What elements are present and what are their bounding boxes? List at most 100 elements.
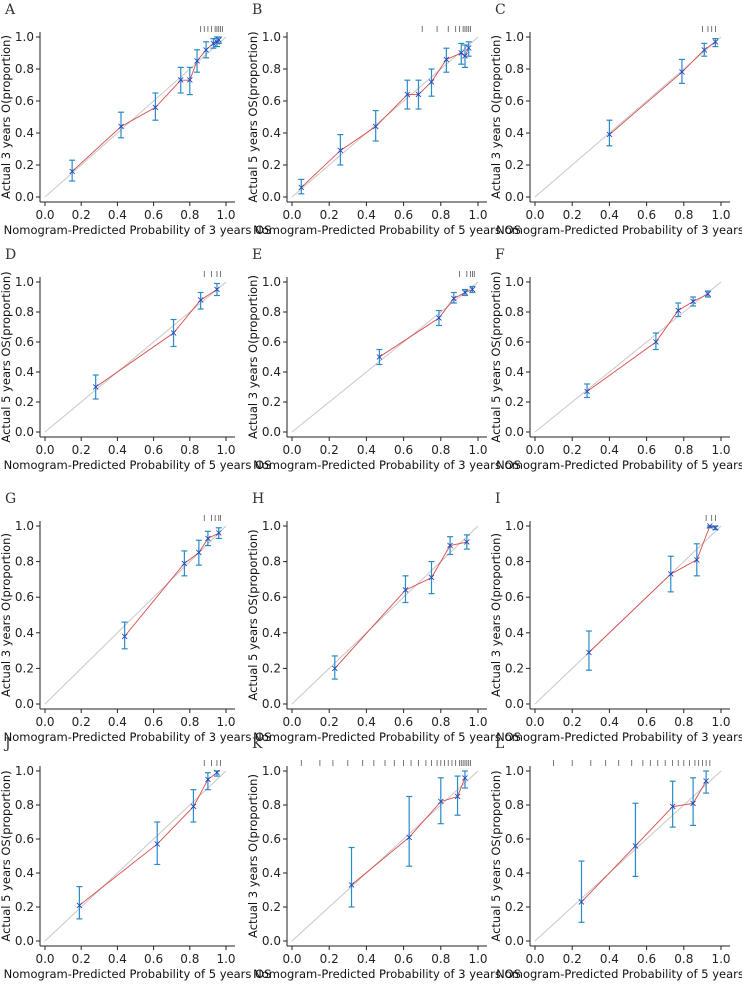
x-axis-label: Nomogram-Predicted Probability of 3 year… — [4, 730, 272, 744]
y-tick-label: 0.4 — [262, 866, 281, 880]
y-tick-label: 0.4 — [15, 866, 34, 880]
x-tick-label: 0.0 — [525, 952, 544, 966]
x-tick-label: 0.4 — [357, 443, 376, 457]
y-axis-label: Actual 3 years O(proportion) — [246, 774, 260, 938]
y-tick-label: 0.2 — [15, 158, 34, 172]
data-point: × — [151, 102, 159, 113]
x-axis-label: Nomogram-Predicted Probability of 3 year… — [253, 967, 521, 981]
data-point: × — [631, 841, 639, 852]
data-point: × — [450, 294, 458, 305]
data-point: × — [704, 289, 712, 300]
data-point: × — [405, 832, 413, 843]
data-point: × — [75, 900, 83, 911]
panel-letter: J — [3, 736, 11, 752]
data-point: × — [668, 802, 676, 813]
y-tick-label: 0.4 — [262, 126, 281, 140]
data-point: × — [678, 67, 686, 78]
y-tick-label: 0.2 — [262, 900, 281, 914]
y-tick-label: 1.0 — [262, 764, 281, 778]
x-tick-label: 0.6 — [637, 443, 656, 457]
y-tick-label: 0.2 — [505, 661, 524, 675]
y-tick-label: 0.4 — [15, 126, 34, 140]
y-axis-label: Actual 3 years O(proportion) — [246, 275, 260, 439]
y-tick-label: 0.6 — [505, 590, 524, 604]
x-tick-label: 1.0 — [216, 443, 235, 457]
data-point: × — [91, 382, 99, 393]
y-tick-label: 0.6 — [15, 335, 34, 349]
data-point: × — [215, 528, 223, 539]
panel-d: D0.00.20.40.60.81.00.0 0.2 0.4 0.6 0.8 1.0Nom… — [0, 247, 271, 472]
panel-letter: F — [495, 247, 505, 263]
data-point: × — [605, 130, 613, 141]
x-tick-label: 1.0 — [711, 208, 730, 222]
panel-i: I0.00.20.40.60.81.00.0 0.2 0.4 0.6 0.8 1.0Nom… — [489, 491, 742, 744]
data-point: × — [196, 295, 204, 306]
calibration-line — [124, 532, 219, 637]
y-tick-label: 0.4 — [262, 626, 281, 640]
y-tick-label: 0.0 — [15, 190, 34, 204]
x-tick-label: 1.0 — [216, 208, 235, 222]
y-tick-label: 0.0 — [505, 934, 524, 948]
y-tick-label: 0.6 — [262, 590, 281, 604]
x-tick-label: 1.0 — [711, 952, 730, 966]
calibration-line — [586, 293, 709, 392]
data-point: × — [465, 43, 473, 54]
data-point: × — [202, 45, 210, 56]
data-point: × — [702, 776, 710, 787]
data-point: × — [711, 523, 719, 534]
panel-letter: G — [5, 491, 16, 507]
data-point: × — [177, 75, 185, 86]
y-tick-label: 0.8 — [15, 305, 34, 319]
data-point: × — [435, 313, 443, 324]
data-point: × — [437, 797, 445, 808]
y-axis-label: Actual 3 years O(proportion) — [489, 533, 503, 697]
x-tick-label: 0.6 — [637, 715, 656, 729]
x-tick-label: 0.8 — [180, 208, 199, 222]
data-point: × — [674, 306, 682, 317]
calibration-line — [300, 48, 470, 188]
data-point: × — [427, 573, 435, 584]
data-point: × — [689, 798, 697, 809]
data-point: × — [193, 56, 201, 67]
x-tick-label: 0.6 — [144, 443, 163, 457]
x-axis-label: Nomogram-Predicted Probability of 5 year… — [253, 223, 521, 237]
y-tick-label: 0.0 — [505, 425, 524, 439]
data-point: × — [215, 35, 223, 46]
x-tick-label: 0.0 — [35, 952, 54, 966]
y-tick-label: 0.2 — [262, 158, 281, 172]
x-tick-label: 0.6 — [144, 952, 163, 966]
y-tick-label: 0.6 — [15, 590, 34, 604]
x-tick-label: 0.0 — [282, 952, 301, 966]
y-tick-label: 0.4 — [15, 365, 34, 379]
x-tick-label: 0.0 — [282, 208, 301, 222]
data-point: × — [457, 48, 465, 59]
data-point: × — [700, 45, 708, 56]
y-tick-label: 0.6 — [505, 832, 524, 846]
x-tick-label: 0.2 — [563, 208, 582, 222]
reference-diagonal — [291, 770, 479, 942]
data-point: × — [189, 802, 197, 813]
data-point: × — [204, 775, 212, 786]
y-tick-label: 1.0 — [262, 519, 281, 533]
y-tick-label: 0.6 — [15, 94, 34, 108]
data-point: × — [186, 75, 194, 86]
y-axis-label: Actual 5 years OS(proportion) — [489, 770, 503, 941]
x-tick-label: 0.8 — [674, 715, 693, 729]
x-tick-label: 0.4 — [108, 443, 127, 457]
data-point: × — [577, 897, 585, 908]
data-point: × — [463, 537, 471, 548]
y-tick-label: 1.0 — [15, 764, 34, 778]
data-point: × — [667, 569, 675, 580]
y-tick-label: 0.0 — [262, 697, 281, 711]
y-tick-label: 0.0 — [505, 190, 524, 204]
x-tick-label: 0.8 — [674, 952, 693, 966]
data-point: × — [446, 541, 454, 552]
data-point: × — [372, 122, 380, 133]
y-tick-label: 0.8 — [262, 555, 281, 569]
x-tick-label: 1.0 — [216, 715, 235, 729]
x-tick-label: 0.8 — [674, 208, 693, 222]
x-tick-label: 0.2 — [320, 715, 339, 729]
reference-diagonal — [534, 281, 722, 433]
x-tick-label: 1.0 — [216, 952, 235, 966]
